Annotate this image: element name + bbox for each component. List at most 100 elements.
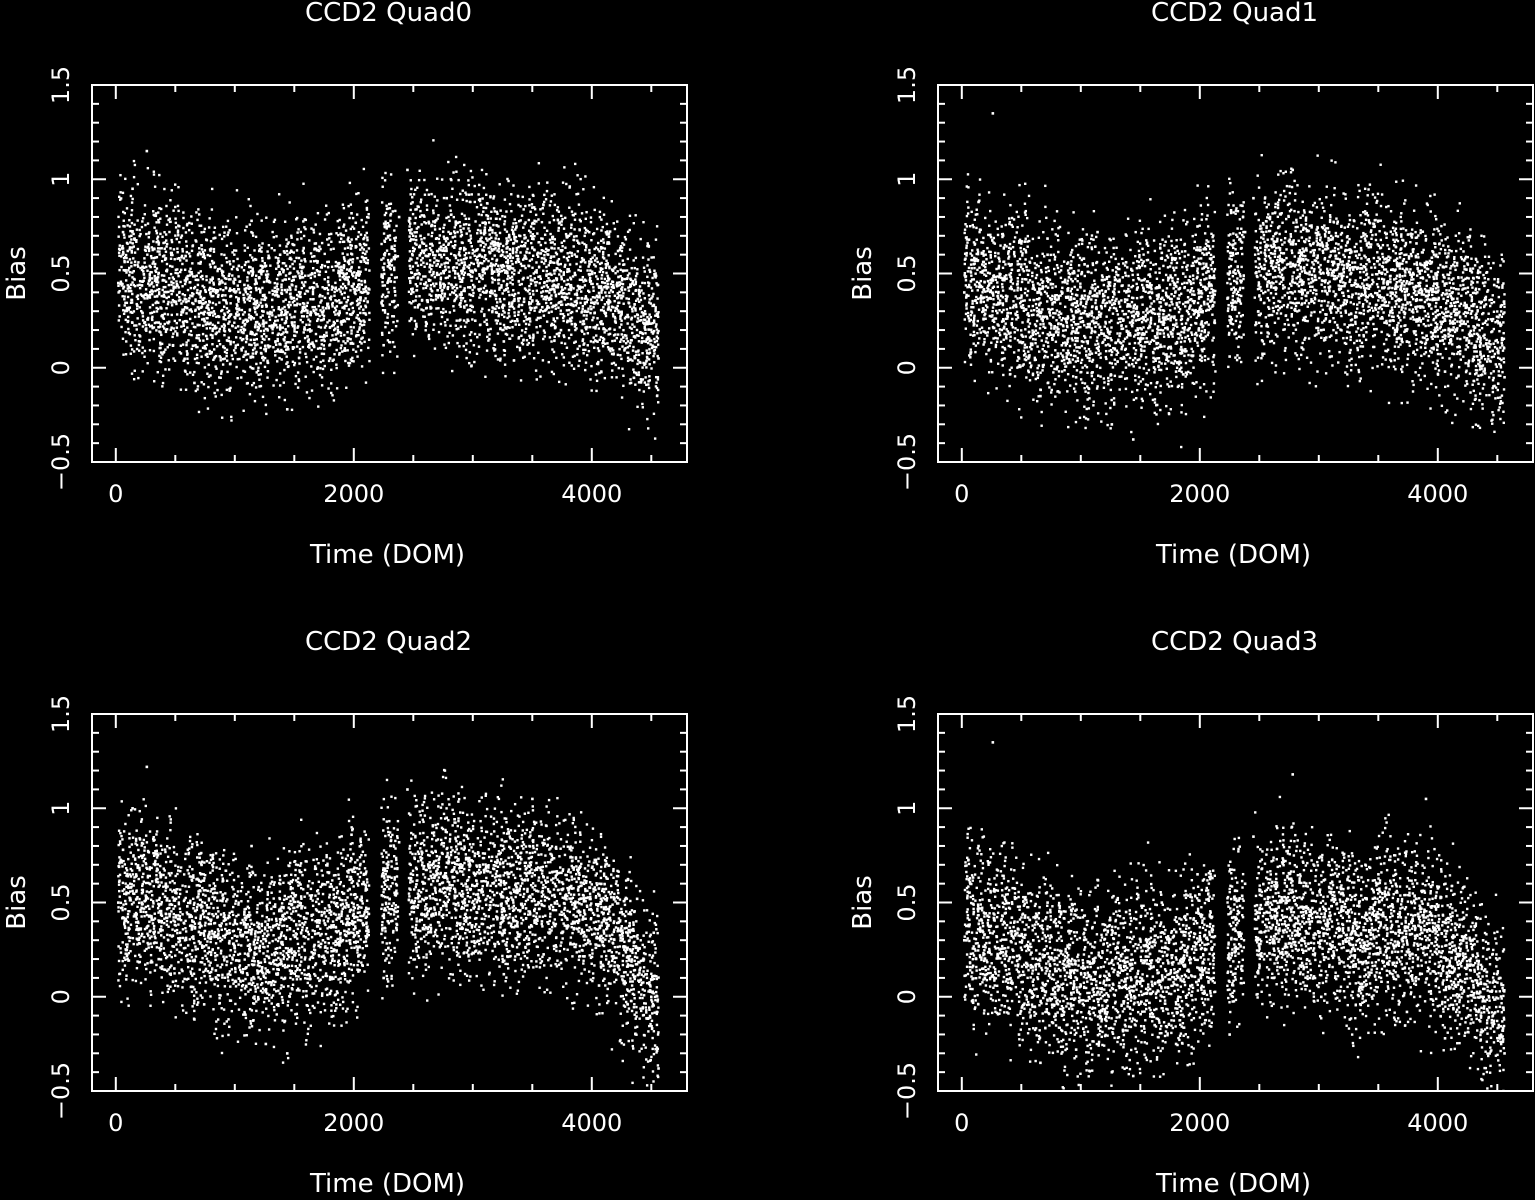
data-point [643, 270, 646, 273]
data-point [611, 349, 615, 352]
data-point [150, 246, 154, 249]
data-point [486, 202, 489, 205]
data-point [506, 260, 510, 263]
data-point [425, 306, 428, 310]
data-point [315, 313, 318, 316]
data-point [163, 231, 166, 234]
data-point [334, 309, 338, 312]
data-point [460, 258, 463, 262]
data-point [468, 229, 471, 233]
data-point [254, 320, 258, 324]
data-point [238, 280, 241, 283]
data-point [207, 303, 210, 307]
data-point [121, 337, 125, 340]
data-point [629, 378, 632, 381]
data-point [299, 266, 302, 269]
data-point [458, 251, 461, 254]
data-point [131, 231, 134, 234]
data-point [363, 320, 366, 324]
data-point [295, 293, 299, 297]
data-point [506, 277, 509, 281]
data-point [551, 261, 554, 264]
data-point [338, 301, 341, 305]
data-point [218, 327, 222, 331]
data-point [206, 355, 209, 359]
data-point [254, 286, 258, 290]
data-point [519, 251, 522, 254]
data-point [202, 286, 206, 289]
data-point [603, 286, 606, 289]
data-point [439, 294, 443, 298]
data-point [388, 225, 391, 228]
data-point [563, 265, 566, 268]
data-point [460, 291, 463, 294]
data-point [603, 311, 606, 314]
data-point [344, 286, 348, 290]
data-point [567, 255, 571, 259]
data-point [435, 271, 439, 275]
data-point [327, 387, 330, 390]
data-point [199, 270, 202, 273]
data-point [515, 240, 519, 243]
data-point [639, 330, 642, 334]
data-point [150, 292, 154, 296]
data-point [410, 258, 413, 261]
data-point [162, 274, 166, 277]
data-point [618, 301, 621, 304]
data-point [351, 225, 354, 228]
data-point [172, 277, 176, 281]
data-point [199, 262, 202, 265]
data-point [223, 231, 226, 234]
data-point [485, 322, 489, 326]
data-point [345, 272, 348, 275]
data-point [179, 268, 183, 272]
data-point [442, 196, 446, 200]
data-point [583, 284, 587, 287]
data-point [349, 338, 352, 341]
data-point [557, 229, 560, 232]
data-point [282, 313, 286, 317]
data-point [266, 327, 269, 331]
data-point [243, 229, 247, 232]
data-point [345, 317, 349, 320]
data-point [463, 287, 466, 290]
data-point [122, 285, 126, 288]
data-point [549, 256, 553, 260]
data-point [465, 342, 468, 345]
data-point [535, 269, 538, 272]
data-point [610, 200, 614, 203]
data-point [471, 252, 474, 255]
data-point [177, 256, 181, 260]
data-point [560, 285, 563, 289]
data-point [381, 274, 384, 278]
data-point [537, 265, 541, 268]
data-point [189, 274, 192, 277]
data-point [621, 282, 625, 286]
data-point [127, 290, 130, 293]
data-point [496, 242, 500, 245]
data-point [249, 270, 253, 273]
data-point [325, 213, 329, 216]
data-point [607, 333, 610, 336]
data-point [386, 281, 389, 285]
data-point [216, 267, 220, 271]
data-point [168, 343, 171, 346]
data-point [423, 236, 426, 240]
data-point [575, 234, 578, 238]
data-point [535, 281, 538, 284]
data-point [159, 306, 162, 309]
data-point [178, 225, 181, 228]
data-point [145, 294, 149, 297]
data-point [541, 237, 544, 240]
data-point [322, 314, 326, 318]
data-point [425, 322, 429, 325]
data-point [316, 260, 319, 263]
data-point [472, 262, 475, 266]
data-point [553, 320, 557, 323]
data-point [495, 210, 499, 214]
data-point [488, 337, 491, 341]
data-point [543, 226, 546, 230]
data-point [493, 343, 496, 347]
data-point [503, 198, 507, 201]
data-point [343, 285, 347, 288]
